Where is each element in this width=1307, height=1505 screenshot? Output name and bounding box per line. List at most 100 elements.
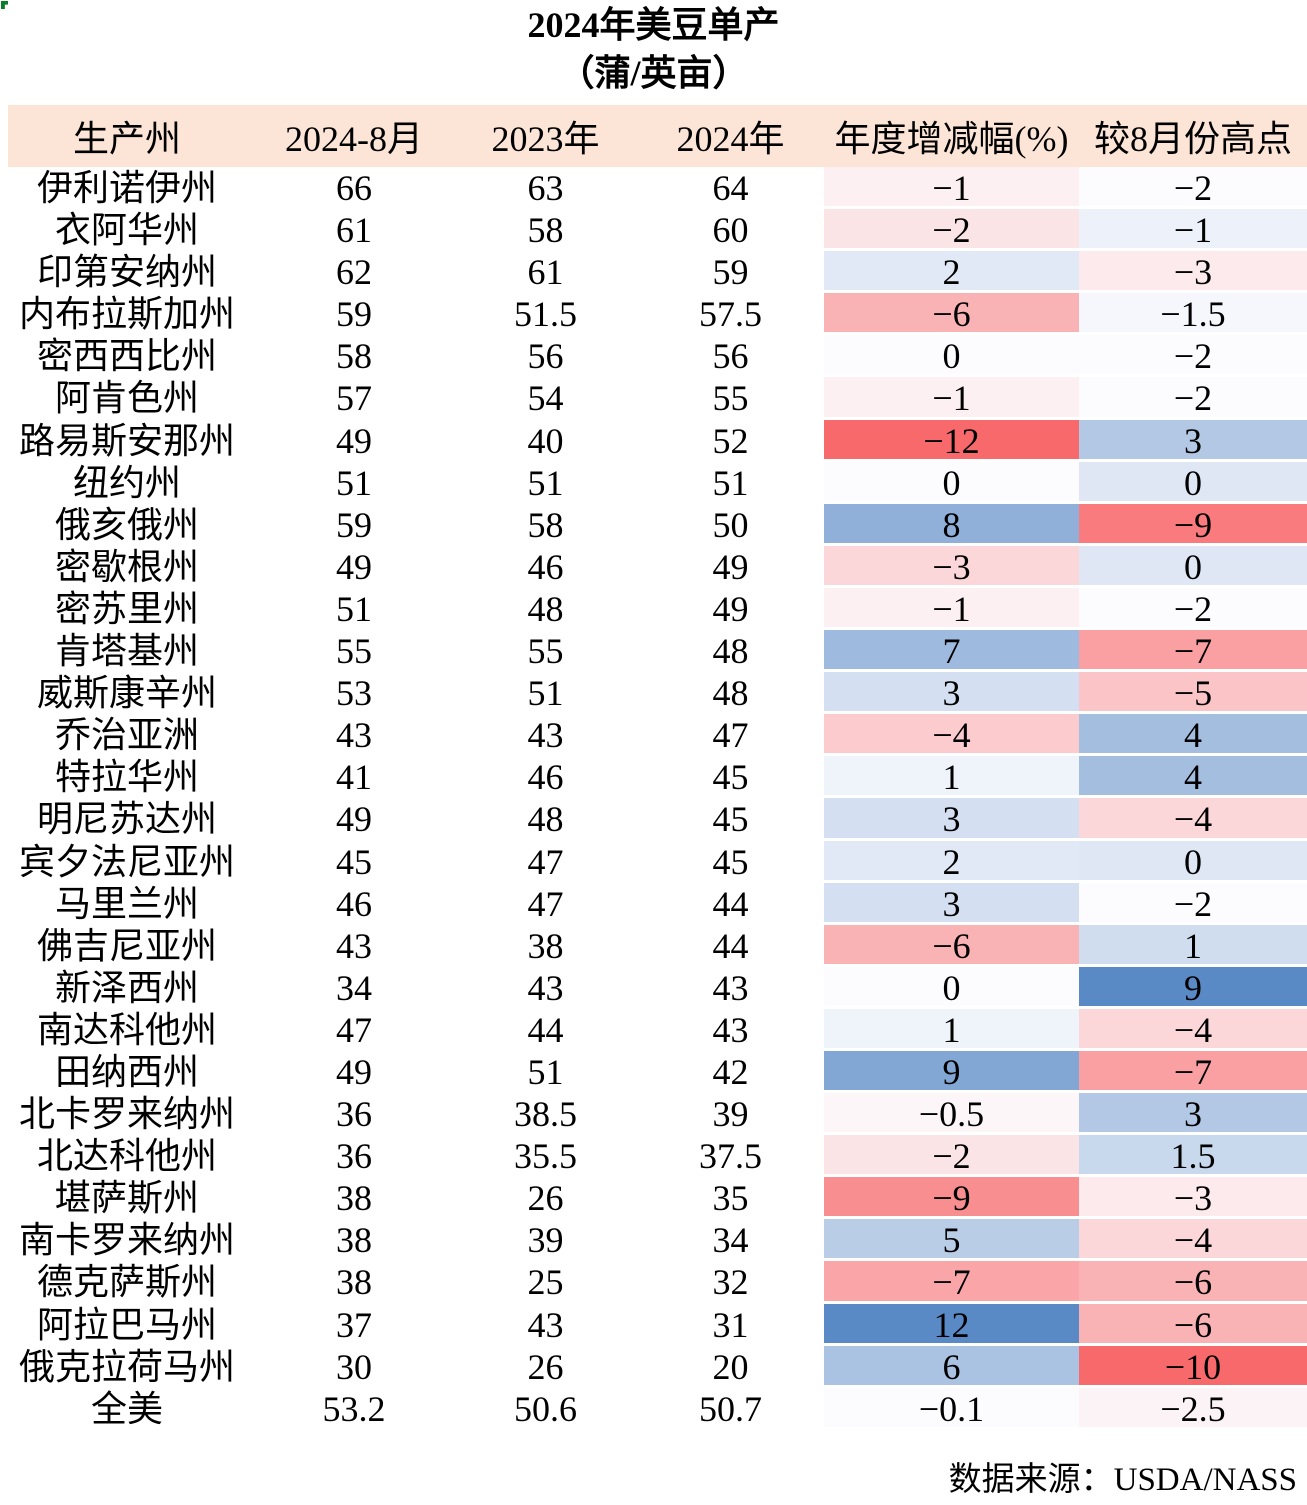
vs-aug-high-cell: −2.5 [1079, 1387, 1307, 1430]
yield-2024-cell: 45 [712, 799, 749, 840]
yield-2024-cell: 31 [712, 1304, 749, 1345]
table-header: 生产州 2024-8月 2023年 2024年 年度增减幅(%) 较8月份高点 [0, 105, 1307, 167]
aug-2024-cell: 30 [336, 1346, 372, 1387]
yield-2023-cell: 39 [527, 1220, 564, 1261]
table-row: 明尼苏达州 49 48 45 3 −4 [0, 798, 1307, 841]
yield-2024-cell: 37.5 [699, 1136, 762, 1177]
yield-2024-cell: 51 [712, 462, 749, 503]
col-header-yoy-change: 年度增减幅(%) [824, 105, 1079, 167]
state-cell: 德克萨斯州 [36, 1262, 217, 1303]
yield-2024-cell: 34 [712, 1220, 749, 1261]
yoy-change-cell: 5 [824, 1219, 1079, 1262]
state-cell: 南卡罗来纳州 [18, 1220, 235, 1261]
yield-2023-cell: 61 [527, 252, 564, 293]
yield-2023-cell: 26 [527, 1178, 564, 1219]
state-cell: 纽约州 [72, 462, 181, 503]
vs-aug-high-cell: 0 [1079, 545, 1307, 588]
yield-2024-cell: 43 [712, 1009, 749, 1050]
yoy-change-cell: −0.1 [824, 1387, 1079, 1430]
aug-2024-cell: 38 [336, 1178, 372, 1219]
aug-2024-cell: 46 [336, 883, 372, 924]
col-header-aug-2024: 2024-8月 [254, 105, 454, 167]
vs-aug-high-cell: −4 [1079, 798, 1307, 841]
yoy-change-cell: 3 [824, 798, 1079, 841]
yield-2023-cell: 26 [527, 1346, 564, 1387]
col-header-2023: 2023年 [454, 105, 637, 167]
state-cell: 田纳西州 [54, 1051, 199, 1092]
yield-2023-cell: 51.5 [514, 294, 577, 335]
yield-2023-cell: 50.6 [514, 1388, 577, 1429]
table-row: 马里兰州 46 47 44 3 −2 [0, 882, 1307, 925]
yoy-change-cell: −1 [824, 587, 1079, 631]
yoy-change-cell: 7 [824, 630, 1079, 673]
vs-aug-high-cell: −2 [1079, 167, 1307, 210]
state-cell: 宾夕法尼亚州 [18, 841, 235, 882]
state-cell: 南达科他州 [36, 1009, 217, 1050]
page-title: 2024年美豆单产 [527, 5, 780, 45]
yoy-change-cell: 12 [824, 1303, 1079, 1346]
aug-2024-cell: 59 [336, 294, 372, 335]
vs-aug-high-cell: −6 [1079, 1303, 1307, 1346]
table-row: 衣阿华州 61 58 60 −2 −1 [0, 209, 1307, 252]
yoy-change-cell: −6 [824, 293, 1079, 336]
table-row: 田纳西州 49 51 42 9 −7 [0, 1050, 1307, 1094]
state-cell: 乔治亚洲 [54, 715, 199, 756]
aug-2024-cell: 47 [336, 1009, 372, 1050]
vs-aug-high-cell: 0 [1079, 840, 1307, 883]
yield-2023-cell: 58 [527, 504, 564, 545]
yield-2024-cell: 49 [712, 546, 749, 587]
aug-2024-cell: 49 [336, 1051, 372, 1092]
aug-2024-cell: 53 [336, 673, 372, 714]
yoy-change-cell: −4 [824, 714, 1079, 757]
yield-2024-cell: 48 [712, 631, 749, 672]
state-cell: 明尼苏达州 [36, 799, 217, 840]
yoy-change-cell: 8 [824, 503, 1079, 546]
state-cell: 堪萨斯州 [54, 1178, 199, 1219]
aug-2024-cell: 51 [336, 462, 372, 503]
aug-2024-cell: 49 [336, 546, 372, 587]
yoy-change-cell: −2 [824, 209, 1079, 252]
state-cell: 肯塔基州 [54, 631, 199, 672]
yield-2023-cell: 25 [527, 1262, 564, 1303]
table-row: 密苏里州 51 48 49 −1 −2 [0, 587, 1307, 631]
vs-aug-high-cell: −3 [1079, 1177, 1307, 1220]
yoy-change-cell: 0 [824, 335, 1079, 378]
state-cell: 全美 [90, 1388, 163, 1429]
yield-2024-cell: 64 [712, 168, 749, 208]
yield-2023-cell: 38.5 [514, 1094, 577, 1135]
yoy-change-cell: −12 [824, 419, 1079, 462]
yield-2023-cell: 47 [527, 883, 564, 924]
yoy-change-cell: −1 [824, 377, 1079, 420]
aug-2024-cell: 55 [336, 631, 372, 672]
aug-2024-cell: 62 [336, 252, 372, 293]
yield-2024-cell: 59 [712, 252, 749, 293]
yield-2023-cell: 54 [527, 378, 564, 419]
yield-2023-cell: 43 [527, 967, 564, 1008]
aug-2024-cell: 38 [336, 1220, 372, 1261]
state-cell: 衣阿华州 [54, 210, 199, 251]
aug-2024-cell: 59 [336, 504, 372, 545]
col-header-state: 生产州 [0, 105, 254, 167]
yield-2023-cell: 38 [527, 925, 564, 966]
vs-aug-high-cell: 9 [1079, 966, 1307, 1009]
yield-2024-cell: 45 [712, 757, 749, 798]
table-row: 北卡罗来纳州 36 38.5 39 −0.5 3 [0, 1093, 1307, 1136]
table-row: 肯塔基州 55 55 48 7 −7 [0, 630, 1307, 673]
aug-2024-cell: 38 [336, 1262, 372, 1303]
aug-2024-cell: 37 [336, 1304, 372, 1345]
yield-2024-cell: 56 [712, 336, 749, 377]
state-cell: 密苏里州 [54, 588, 199, 629]
vs-aug-high-cell: 4 [1079, 714, 1307, 757]
vs-aug-high-cell: 3 [1079, 419, 1307, 462]
yoy-change-cell: −3 [824, 545, 1079, 588]
yield-2024-cell: 47 [712, 715, 749, 756]
yoy-change-cell: −0.5 [824, 1093, 1079, 1136]
vs-aug-high-cell: −4 [1079, 1008, 1307, 1051]
yoy-change-cell: 2 [824, 840, 1079, 883]
data-source: 数据来源：USDA/NASS [948, 1462, 1297, 1498]
yoy-change-cell: 1 [824, 1008, 1079, 1051]
state-cell: 阿肯色州 [54, 378, 199, 419]
table-row: 特拉华州 41 46 45 1 4 [0, 756, 1307, 799]
table-row: 密西西比州 58 56 56 0 −2 [0, 335, 1307, 378]
